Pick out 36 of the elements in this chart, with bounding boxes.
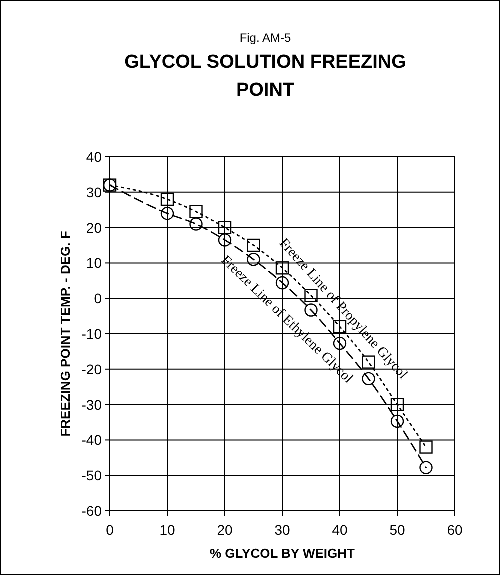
y-tick-label: -40: [82, 432, 102, 448]
x-tick-label: 60: [447, 522, 463, 538]
y-tick-label: 0: [94, 290, 102, 307]
point: [190, 205, 203, 218]
x-tick-label: 10: [160, 522, 176, 538]
x-tick-label: 50: [390, 522, 406, 538]
chart-title: GLYCOL SOLUTION FREEZING POINT: [124, 52, 406, 101]
y-tick-label: 20: [86, 220, 102, 236]
point: [190, 218, 203, 231]
y-tick-label: -50: [82, 468, 102, 484]
point: [160, 192, 174, 206]
point: [218, 221, 232, 234]
point: [390, 414, 404, 428]
y-tick-label: -60: [82, 503, 102, 519]
point: [420, 440, 433, 454]
y-tick-label: -10: [82, 326, 102, 342]
x-tick-label: 20: [217, 522, 233, 538]
point: [160, 207, 174, 220]
x-axis-title: % GLYCOL BY WEIGHT: [210, 546, 356, 561]
y-tick-label: 30: [86, 184, 102, 200]
point: [362, 356, 376, 369]
y-axis-title: FREEZING POINT TEMP. - DEG. F: [58, 231, 73, 437]
x-tick-label: 0: [106, 522, 114, 538]
point: [420, 461, 433, 474]
point: [276, 276, 290, 290]
point: [218, 234, 232, 247]
y-tick-label: -30: [82, 396, 102, 413]
y-tick-label: -20: [82, 361, 102, 378]
x-tick-label: 40: [332, 522, 348, 538]
point: [362, 372, 376, 386]
point: [247, 238, 260, 252]
point: [390, 398, 404, 412]
x-tick-label: 30: [274, 522, 290, 538]
text: Fig. AM-5: [240, 31, 292, 45]
y-tick-label: 40: [86, 149, 102, 165]
y-tick-label: 10: [86, 255, 102, 272]
